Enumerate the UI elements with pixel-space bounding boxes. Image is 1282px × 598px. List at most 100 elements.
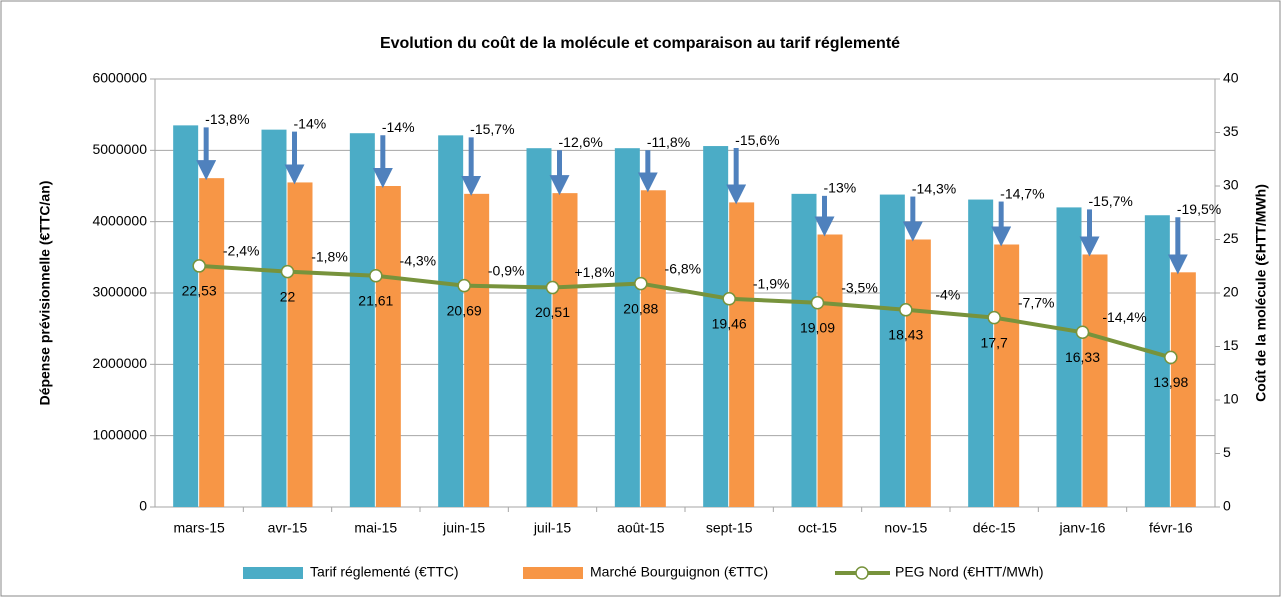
value-label: 22,53 — [182, 283, 217, 299]
y2-axis-title: Coût de la molécule (€HTT/MWh) — [1253, 184, 1269, 402]
y-tick-label: 1000000 — [92, 426, 147, 442]
bar — [526, 148, 552, 507]
value-label: 19,09 — [800, 319, 835, 335]
line-change-label: -3,5% — [841, 279, 878, 295]
y2-tick-label: 5 — [1223, 444, 1231, 460]
legend-label: Tarif réglementé (€TTC) — [310, 564, 459, 580]
y-tick-label: 5000000 — [92, 141, 147, 157]
x-tick-label: déc-15 — [973, 520, 1016, 536]
x-tick-label: sept-15 — [706, 520, 753, 536]
y2-tick-label: 25 — [1223, 230, 1239, 246]
legend-swatch — [855, 566, 869, 580]
line-marker — [1164, 350, 1178, 365]
y-tick-label: 0 — [139, 498, 147, 514]
bar — [968, 199, 994, 507]
line-change-label: -1,8% — [311, 248, 348, 264]
value-label: 13,98 — [1153, 374, 1188, 390]
legend-swatch — [523, 567, 583, 579]
bar-change-label: -14,7% — [1000, 185, 1044, 201]
value-label: 22 — [280, 288, 296, 304]
bar — [994, 244, 1020, 507]
y2-tick-label: 20 — [1223, 284, 1239, 300]
x-tick-label: oct-15 — [798, 520, 837, 536]
y-tick-label: 6000000 — [92, 70, 147, 86]
line-marker — [369, 269, 383, 283]
line-marker — [987, 310, 1001, 325]
line-change-label: +1,8% — [574, 264, 614, 280]
line-change-label: -0,9% — [488, 262, 525, 278]
bar — [173, 125, 199, 507]
bar-change-label: -11,8% — [647, 134, 690, 150]
x-tick-label: nov-15 — [884, 520, 927, 536]
bar — [552, 193, 578, 507]
bar — [349, 133, 375, 508]
line-change-label: -4% — [935, 287, 960, 303]
line-marker — [1075, 325, 1090, 340]
line-marker — [280, 264, 295, 279]
x-tick-label: août-15 — [617, 520, 665, 536]
bar-change-label: -15,7% — [470, 121, 514, 137]
line-change-label: -14,4% — [1102, 309, 1146, 325]
value-label: 21,61 — [358, 292, 393, 308]
bar — [464, 193, 490, 507]
y2-tick-label: 10 — [1223, 391, 1239, 407]
x-tick-label: mars-15 — [173, 520, 225, 536]
bar — [1056, 207, 1082, 507]
line-change-label: -7,7% — [1018, 294, 1055, 310]
line-marker — [545, 280, 560, 295]
y-tick-label: 4000000 — [92, 212, 147, 228]
bar — [640, 190, 666, 507]
y2-tick-label: 15 — [1223, 337, 1239, 353]
bar-change-label: -15,6% — [735, 132, 779, 148]
bar — [375, 186, 401, 507]
y2-tick-label: 40 — [1223, 70, 1239, 86]
x-tick-label: avr-15 — [268, 520, 308, 536]
chart-title: Evolution du coût de la molécule et comp… — [380, 35, 900, 52]
x-tick-label: mai-15 — [354, 520, 397, 536]
legend-label: PEG Nord (€HTT/MWh) — [895, 564, 1044, 580]
bar — [817, 234, 843, 508]
value-label: 20,69 — [447, 302, 482, 318]
line-change-label: -4,3% — [400, 252, 437, 268]
x-tick-label: févr-16 — [1149, 520, 1193, 536]
bar-change-label: -13,8% — [205, 111, 249, 127]
bar — [199, 178, 225, 508]
bar-change-label: -19,5% — [1177, 201, 1221, 217]
line-marker — [722, 292, 736, 306]
bar — [905, 239, 931, 507]
bar — [261, 129, 287, 507]
bar — [1170, 272, 1196, 507]
bar — [879, 194, 905, 507]
bar — [703, 146, 729, 507]
bar-change-label: -14% — [382, 119, 415, 135]
line-marker — [457, 278, 471, 293]
bar — [614, 148, 640, 507]
bar — [729, 202, 755, 507]
y-axis-title: Dépense prévisionnelle (€TTC/an) — [37, 181, 53, 406]
y-tick-label: 2000000 — [92, 355, 147, 371]
line-change-label: -6,8% — [665, 260, 702, 276]
bar-change-label: -14% — [294, 115, 327, 131]
bar-change-label: -15,7% — [1089, 193, 1133, 209]
legend-swatch — [243, 567, 303, 579]
bar — [791, 193, 817, 507]
value-label: 20,51 — [535, 304, 570, 320]
y-tick-label: 3000000 — [92, 284, 147, 300]
value-label: 18,43 — [888, 327, 923, 343]
line-change-label: -2,4% — [223, 243, 260, 259]
bar-change-label: -13% — [824, 180, 857, 196]
line-marker — [810, 295, 825, 310]
value-label: 16,33 — [1065, 349, 1100, 365]
bar — [287, 182, 313, 507]
line — [199, 263, 1172, 360]
line-marker — [634, 276, 648, 291]
value-label: 17,7 — [981, 334, 1008, 350]
legend-label: Marché Bourguignon (€TTC) — [590, 564, 768, 580]
y2-tick-label: 30 — [1223, 177, 1239, 193]
y2-tick-label: 0 — [1223, 498, 1231, 514]
y2-tick-label: 35 — [1223, 123, 1239, 139]
bar-change-label: -12,6% — [559, 134, 603, 150]
line-change-label: -1,9% — [753, 275, 790, 291]
x-tick-label: juil-15 — [533, 520, 572, 536]
bar — [438, 135, 464, 507]
